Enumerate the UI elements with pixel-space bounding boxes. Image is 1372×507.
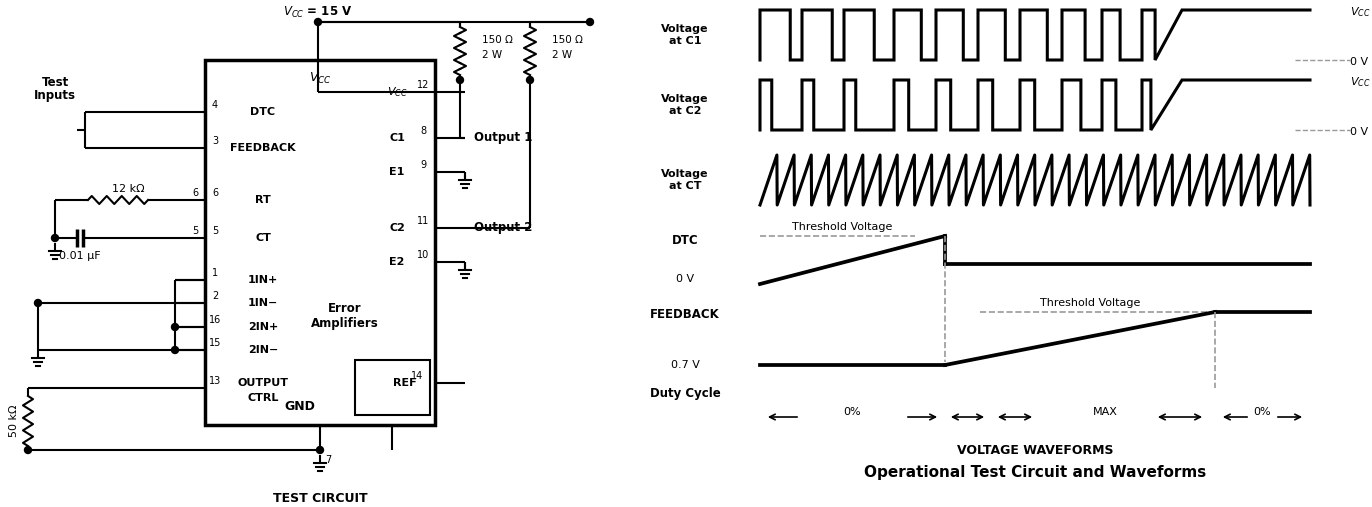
Text: OUTPUT: OUTPUT xyxy=(237,378,288,388)
Text: 9: 9 xyxy=(420,160,427,170)
Circle shape xyxy=(317,447,324,453)
Circle shape xyxy=(172,346,178,353)
Text: $V_{CC}$: $V_{CC}$ xyxy=(1350,75,1371,89)
Text: 0.7 V: 0.7 V xyxy=(671,360,700,370)
Text: Threshold Voltage: Threshold Voltage xyxy=(1040,298,1140,308)
Text: 12 kΩ: 12 kΩ xyxy=(111,184,144,194)
Text: 0.01 μF: 0.01 μF xyxy=(59,251,100,261)
Text: 150 Ω: 150 Ω xyxy=(552,35,583,45)
Text: Voltage
at CT: Voltage at CT xyxy=(661,169,709,191)
Text: 8: 8 xyxy=(420,126,427,136)
Text: 5: 5 xyxy=(211,226,218,236)
Text: 7: 7 xyxy=(325,455,331,465)
Text: 12: 12 xyxy=(417,80,429,90)
Text: DTC: DTC xyxy=(672,234,698,246)
Text: 4: 4 xyxy=(211,100,218,110)
Text: Output 1: Output 1 xyxy=(473,131,532,144)
Text: REF: REF xyxy=(394,378,417,388)
Text: Voltage
at C2: Voltage at C2 xyxy=(661,94,709,116)
Text: 10: 10 xyxy=(417,250,429,260)
Text: 1: 1 xyxy=(211,268,218,278)
Text: 16: 16 xyxy=(209,315,221,325)
Text: 2: 2 xyxy=(211,291,218,301)
Text: 2 W: 2 W xyxy=(552,50,572,60)
Text: FEEDBACK: FEEDBACK xyxy=(650,308,720,321)
Text: C2: C2 xyxy=(390,223,405,233)
Text: RT: RT xyxy=(255,195,270,205)
Circle shape xyxy=(586,18,594,25)
Text: FEEDBACK: FEEDBACK xyxy=(230,143,296,153)
Text: TEST CIRCUIT: TEST CIRCUIT xyxy=(273,491,368,504)
Text: 2IN−: 2IN− xyxy=(248,345,279,355)
Text: 13: 13 xyxy=(209,376,221,386)
Text: 150 Ω: 150 Ω xyxy=(482,35,513,45)
Text: $V_{CC}$: $V_{CC}$ xyxy=(387,85,407,99)
Text: 11: 11 xyxy=(417,216,429,226)
Circle shape xyxy=(314,18,321,25)
Text: $V_{CC}$: $V_{CC}$ xyxy=(1350,5,1371,19)
Text: MAX: MAX xyxy=(1092,407,1117,417)
Text: 0 V: 0 V xyxy=(676,274,694,284)
Text: Amplifiers: Amplifiers xyxy=(311,316,379,330)
Text: 14: 14 xyxy=(410,371,423,381)
Circle shape xyxy=(25,447,32,453)
Text: 1IN−: 1IN− xyxy=(248,298,279,308)
Bar xyxy=(204,60,435,425)
Text: Error: Error xyxy=(328,302,362,314)
Text: Duty Cycle: Duty Cycle xyxy=(649,387,720,401)
Text: 0%: 0% xyxy=(844,407,862,417)
Text: 0 V: 0 V xyxy=(1350,57,1368,67)
Text: GND: GND xyxy=(284,401,316,414)
Circle shape xyxy=(527,77,534,84)
Text: E1: E1 xyxy=(390,167,405,177)
Text: 15: 15 xyxy=(209,338,221,348)
Text: 6: 6 xyxy=(192,188,198,198)
Text: 1IN+: 1IN+ xyxy=(248,275,279,285)
Text: Output 2: Output 2 xyxy=(473,222,532,235)
Bar xyxy=(355,360,429,415)
Text: 0 V: 0 V xyxy=(1350,127,1368,137)
Text: E2: E2 xyxy=(390,257,405,267)
Circle shape xyxy=(172,323,178,331)
Text: Operational Test Circuit and Waveforms: Operational Test Circuit and Waveforms xyxy=(864,464,1206,480)
Text: CTRL: CTRL xyxy=(247,393,279,403)
Text: $V_{CC}$ = 15 V: $V_{CC}$ = 15 V xyxy=(283,5,353,20)
Text: 3: 3 xyxy=(211,136,218,146)
Text: C1: C1 xyxy=(390,133,405,143)
Text: Test: Test xyxy=(41,76,69,89)
Text: VOLTAGE WAVEFORMS: VOLTAGE WAVEFORMS xyxy=(956,444,1113,456)
Text: Voltage
at C1: Voltage at C1 xyxy=(661,24,709,46)
Text: 2 W: 2 W xyxy=(482,50,502,60)
Text: Threshold Voltage: Threshold Voltage xyxy=(792,222,892,232)
Text: Inputs: Inputs xyxy=(34,89,75,101)
Text: DTC: DTC xyxy=(251,107,276,117)
Text: CT: CT xyxy=(255,233,270,243)
Text: 5: 5 xyxy=(192,226,198,236)
Circle shape xyxy=(34,300,41,307)
Text: 6: 6 xyxy=(211,188,218,198)
Circle shape xyxy=(52,235,59,241)
Text: 50 kΩ: 50 kΩ xyxy=(10,405,19,437)
Circle shape xyxy=(457,77,464,84)
Text: 0%: 0% xyxy=(1254,407,1272,417)
Text: $V_{CC}$: $V_{CC}$ xyxy=(309,70,332,86)
Text: 2IN+: 2IN+ xyxy=(248,322,279,332)
